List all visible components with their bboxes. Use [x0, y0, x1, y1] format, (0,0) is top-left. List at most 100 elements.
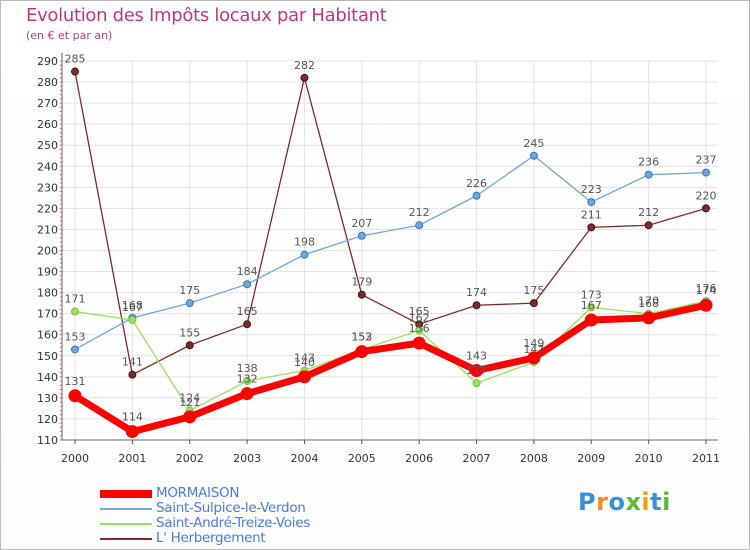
x-tick-label: 2001: [118, 452, 146, 465]
data-label: 176: [696, 282, 717, 295]
data-label: 226: [466, 177, 487, 190]
series-line-1: [74, 155, 707, 351]
y-tick-label: 260: [37, 118, 58, 131]
data-point: [644, 221, 653, 230]
data-point: [415, 326, 424, 335]
y-tick-label: 160: [37, 329, 58, 342]
y-tick-label: 150: [37, 350, 58, 363]
data-label: 223: [581, 183, 602, 196]
data-point: [185, 341, 194, 350]
data-label: 138: [237, 362, 258, 375]
legend-swatch-mormaison: [100, 490, 152, 498]
data-label: 114: [122, 411, 143, 424]
logo-letter: r: [596, 488, 609, 516]
legend-swatch-saint-sulpice: [100, 508, 152, 510]
x-tick-label: 2008: [520, 452, 548, 465]
data-point: [185, 299, 194, 308]
data-point: [300, 250, 309, 259]
data-label: 168: [638, 297, 659, 310]
data-point: [472, 191, 481, 200]
data-point: [243, 320, 252, 329]
data-label: 147: [523, 343, 544, 356]
y-tick-label: 250: [37, 139, 58, 152]
data-point: [472, 301, 481, 310]
data-point: [243, 377, 252, 386]
data-label: 141: [122, 356, 143, 369]
data-point: [584, 313, 598, 327]
series-line-0: [71, 301, 710, 436]
data-label: 149: [523, 337, 544, 350]
data-label: 174: [466, 286, 487, 299]
y-tick-label: 220: [37, 202, 58, 215]
data-label: 245: [523, 137, 544, 150]
data-label: 132: [237, 373, 258, 386]
data-label: 237: [696, 154, 717, 167]
data-point: [529, 151, 538, 160]
data-label: 156: [409, 322, 430, 335]
data-label: 137: [466, 364, 487, 377]
logo-letter: P: [578, 488, 597, 516]
data-label: 153: [351, 330, 372, 343]
data-label: 165: [409, 305, 430, 318]
data-label: 212: [409, 206, 430, 219]
y-tick-label: 110: [37, 434, 58, 447]
y-tick-label: 170: [37, 308, 58, 321]
x-tick-label: 2011: [692, 452, 720, 465]
data-point: [472, 379, 481, 388]
data-label: 285: [65, 53, 86, 66]
logo-letter: i: [662, 488, 671, 516]
series-line-3: [74, 70, 707, 376]
data-label: 211: [581, 208, 602, 221]
logo-letter: o: [608, 488, 626, 516]
data-point: [128, 315, 137, 324]
x-tick-label: 2006: [405, 452, 433, 465]
proxiti-logo: Proxiti: [578, 488, 671, 516]
y-tick-label: 120: [37, 413, 58, 426]
data-label: 212: [638, 206, 659, 219]
x-tick-label: 2009: [577, 452, 605, 465]
data-point: [702, 168, 710, 177]
y-tick-label: 290: [37, 55, 58, 68]
logo-letter: x: [625, 488, 642, 516]
data-label: 207: [351, 217, 372, 230]
data-label: 143: [466, 350, 487, 363]
x-tick-label: 2004: [290, 452, 318, 465]
chart-subtitle: (en € et par an): [26, 29, 113, 42]
y-tick-label: 240: [37, 160, 58, 173]
data-label: 175: [523, 284, 544, 297]
data-label: 152: [351, 331, 372, 344]
data-label: 143: [294, 352, 315, 365]
data-label: 153: [65, 330, 86, 343]
data-label: 220: [696, 189, 717, 202]
data-point: [297, 370, 311, 384]
legend-swatch-saint-andre: [100, 523, 152, 525]
data-label: 167: [122, 301, 143, 314]
data-point: [71, 307, 79, 316]
data-point: [183, 410, 197, 424]
data-point: [470, 364, 484, 378]
data-label: 124: [179, 392, 200, 405]
x-tick-label: 2002: [176, 452, 204, 465]
data-label: 198: [294, 236, 315, 249]
data-point: [587, 198, 596, 207]
data-point: [68, 389, 82, 403]
y-tick-label: 210: [37, 223, 58, 236]
data-point: [702, 204, 710, 213]
data-label: 170: [638, 295, 659, 308]
data-label: 174: [696, 284, 717, 297]
data-label: 168: [122, 299, 143, 312]
data-point: [71, 345, 79, 354]
legend-swatch-herbergement: [100, 538, 152, 540]
data-point: [243, 280, 252, 289]
data-label: 175: [179, 284, 200, 297]
data-label: 179: [351, 276, 372, 289]
x-tick-label: 2003: [233, 452, 261, 465]
y-tick-label: 130: [37, 392, 58, 405]
x-tick-label: 2000: [61, 452, 89, 465]
x-tick-label: 2007: [463, 452, 491, 465]
data-point: [587, 303, 596, 312]
data-label: 184: [237, 265, 258, 278]
y-tick-label: 200: [37, 245, 58, 258]
